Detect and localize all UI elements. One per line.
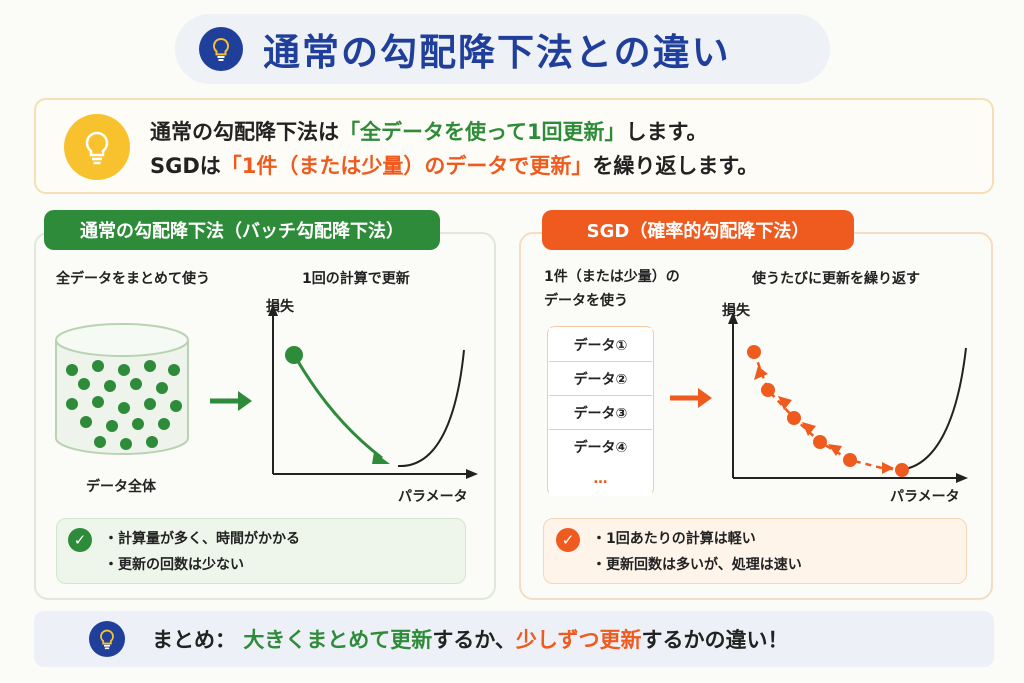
data-cylinder-icon (55, 323, 189, 455)
lightbulb-icon (64, 114, 130, 180)
arrow-right-icon (210, 391, 252, 411)
intro-text: 通常の勾配降下法は (150, 120, 339, 144)
batch-note-box (56, 518, 466, 584)
sgd-caption-right: 使うたびに更新を繰り返す (752, 271, 920, 287)
summary-highlight: 大きくまとめて更新 (243, 628, 433, 652)
intro-highlight: 「1件（または少量）のデータで更新」 (220, 154, 593, 178)
lightbulb-icon (89, 621, 125, 657)
summary-bar (34, 611, 994, 667)
intro-line-2: SGDは「1件（または少量）のデータで更新」を繰り返します。 (150, 150, 758, 180)
intro-text: します。 (625, 120, 708, 144)
sgd-y-axis-label: 損失 (722, 303, 750, 319)
check-icon: ✓ (556, 528, 580, 552)
sgd-arrowhead (828, 444, 842, 456)
intro-box (34, 98, 994, 194)
loss-curve (397, 349, 465, 468)
data-item-ellipsis: … (549, 462, 652, 496)
start-point (285, 346, 303, 364)
sgd-note: ・1回あたりの計算は軽い (592, 531, 756, 547)
sgd-arrowhead (802, 422, 816, 436)
update-path (294, 357, 383, 460)
sgd-caption-left-2: データを使う (544, 293, 628, 309)
x-axis-arrowhead (466, 469, 478, 479)
intro-line-1: 通常の勾配降下法は「全データを使って1回更新」します。 (150, 116, 707, 146)
sgd-step-point (747, 345, 761, 359)
batch-panel-tab: 通常の勾配降下法（バッチ勾配降下法） (44, 210, 440, 250)
sgd-update-path (752, 351, 903, 472)
data-item: データ③ (549, 396, 652, 430)
page-title: 通常の勾配降下法との違い (263, 31, 731, 74)
sgd-step-point (813, 435, 827, 449)
arrow-right-icon (670, 388, 712, 408)
lightbulb-icon (199, 27, 243, 71)
sgd-arrowhead (882, 462, 894, 474)
sgd-panel-tab: SGD（確率的勾配降下法） (542, 210, 854, 250)
batch-y-axis-label: 損失 (266, 299, 294, 315)
sgd-x-axis-label: パラメータ (890, 489, 960, 505)
sgd-loss-chart (728, 312, 968, 483)
batch-x-axis-label: パラメータ (398, 489, 468, 505)
sgd-caption-left-1: 1件（または少量）の (544, 269, 680, 285)
summary-prefix: まとめ： (152, 628, 236, 652)
update-arrowhead (372, 452, 390, 464)
data-item: データ① (549, 328, 652, 362)
sgd-arrowhead (754, 366, 768, 380)
data-item: データ② (549, 362, 652, 396)
x-axis-arrowhead (956, 473, 968, 483)
sgd-step-point (761, 383, 775, 397)
summary-text: まとめ： 大きくまとめて更新するか、少しずつ更新するかの違い！ (152, 624, 789, 654)
batch-note: ・計算量が多く、時間がかかる (104, 531, 300, 547)
summary-suffix: するかの違い！ (641, 628, 789, 652)
batch-caption-left: 全データをまとめて使う (56, 271, 210, 287)
data-item: データ④ (549, 430, 652, 464)
batch-note: ・更新の回数は少ない (104, 557, 244, 573)
sgd-step-point (787, 411, 801, 425)
intro-text: を繰り返します。 (592, 154, 759, 178)
batch-caption-right: 1回の計算で更新 (302, 271, 410, 287)
y-axis-arrowhead (728, 312, 738, 324)
sgd-step-point (895, 463, 909, 477)
sgd-note: ・更新回数は多いが、処理は速い (592, 557, 802, 573)
check-icon: ✓ (68, 528, 92, 552)
sgd-note-box (543, 518, 967, 584)
title-banner: 通常の勾配降下法との違い (175, 14, 830, 84)
sgd-step-point (843, 453, 857, 467)
intro-highlight: 「全データを使って1回更新」 (339, 120, 626, 144)
cylinder-label: データ全体 (86, 479, 156, 495)
intro-text: SGDは (150, 154, 221, 178)
summary-mid: するか、 (432, 628, 516, 652)
sgd-arrowhead (778, 396, 792, 410)
batch-loss-chart (268, 304, 478, 479)
summary-highlight: 少しずつ更新 (515, 628, 642, 652)
y-axis-arrowhead (268, 304, 278, 316)
loss-curve (897, 347, 967, 471)
